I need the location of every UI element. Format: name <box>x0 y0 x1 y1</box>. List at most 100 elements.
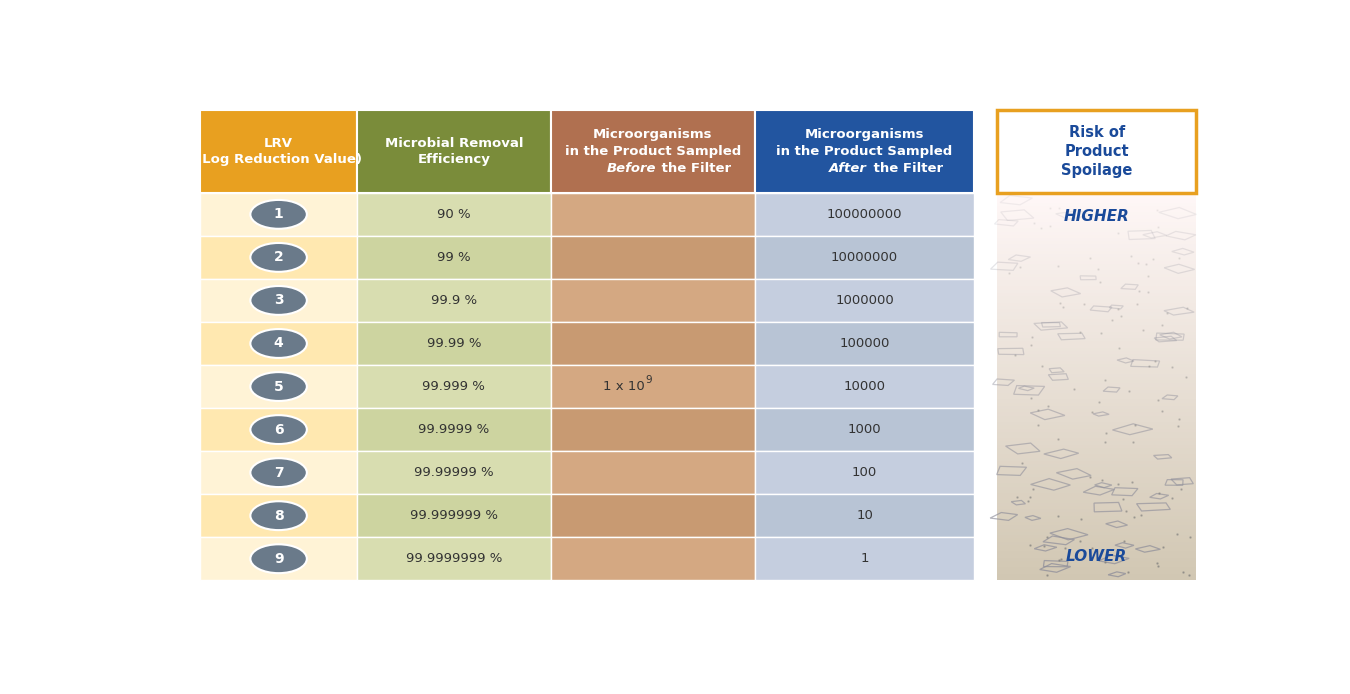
Text: 1: 1 <box>274 208 284 221</box>
Bar <box>998 564 1196 567</box>
Bar <box>998 518 1196 522</box>
Bar <box>998 247 1196 251</box>
Bar <box>998 541 1196 545</box>
Bar <box>998 280 1196 283</box>
Bar <box>551 537 755 580</box>
Bar <box>200 236 356 279</box>
Bar <box>998 560 1196 564</box>
Bar <box>551 451 755 494</box>
Bar <box>998 460 1196 464</box>
Text: HIGHER: HIGHER <box>1064 209 1130 224</box>
Bar <box>998 292 1196 296</box>
Text: 5: 5 <box>274 380 284 393</box>
Text: 1 x 10: 1 x 10 <box>602 380 644 393</box>
Bar <box>356 494 551 537</box>
Text: 1000: 1000 <box>848 423 882 436</box>
Bar <box>998 289 1196 293</box>
Bar <box>200 365 356 408</box>
Bar <box>998 476 1196 480</box>
Bar <box>998 286 1196 289</box>
Bar <box>998 502 1196 506</box>
Bar <box>998 309 1196 312</box>
Bar <box>998 319 1196 322</box>
Text: 7: 7 <box>274 466 284 480</box>
Bar <box>356 322 551 365</box>
Text: the Filter: the Filter <box>657 162 732 175</box>
Bar <box>998 321 1196 325</box>
Bar <box>998 312 1196 316</box>
Text: 99.99999 %: 99.99999 % <box>414 466 494 479</box>
Bar <box>998 221 1196 225</box>
Bar <box>998 483 1196 486</box>
Bar <box>998 263 1196 267</box>
Bar <box>998 557 1196 561</box>
Bar <box>998 425 1196 428</box>
Text: Risk of
Product
Spoilage: Risk of Product Spoilage <box>1061 125 1133 178</box>
Bar <box>356 451 551 494</box>
Bar <box>200 408 356 451</box>
Bar <box>998 499 1196 502</box>
Text: Microorganisms: Microorganisms <box>593 128 713 141</box>
Bar <box>551 193 755 236</box>
Bar <box>998 344 1196 348</box>
Bar <box>998 431 1196 435</box>
Bar <box>998 421 1196 425</box>
Bar <box>998 231 1196 235</box>
Bar <box>998 350 1196 354</box>
Bar <box>998 331 1196 335</box>
Bar <box>998 448 1196 451</box>
Bar <box>998 534 1196 539</box>
Bar <box>998 470 1196 474</box>
Bar <box>998 212 1196 215</box>
Bar <box>998 405 1196 409</box>
Text: Before: Before <box>608 162 656 175</box>
Circle shape <box>250 200 306 229</box>
Text: 1: 1 <box>860 552 869 565</box>
Bar <box>998 538 1196 541</box>
Bar <box>998 522 1196 525</box>
Circle shape <box>250 544 306 573</box>
Bar <box>356 110 551 193</box>
Bar <box>998 253 1196 257</box>
Text: 2: 2 <box>274 251 284 264</box>
Bar <box>200 494 356 537</box>
Bar <box>998 418 1196 422</box>
Bar <box>356 236 551 279</box>
Bar <box>998 544 1196 548</box>
Bar <box>998 276 1196 280</box>
Bar <box>998 235 1196 238</box>
Bar <box>755 494 975 537</box>
Bar <box>998 202 1196 205</box>
Bar <box>998 198 1196 203</box>
Bar <box>998 364 1196 367</box>
Bar <box>998 341 1196 344</box>
Bar <box>998 428 1196 432</box>
Bar <box>200 322 356 365</box>
Bar <box>998 380 1196 383</box>
Bar <box>998 335 1196 338</box>
Text: 100: 100 <box>852 466 878 479</box>
Bar <box>200 279 356 322</box>
Bar <box>998 354 1196 357</box>
Bar <box>998 383 1196 387</box>
Bar <box>998 237 1196 242</box>
Bar <box>200 110 356 193</box>
Bar <box>998 302 1196 306</box>
Bar <box>755 408 975 451</box>
Bar <box>998 305 1196 309</box>
Bar <box>998 315 1196 319</box>
Bar <box>998 444 1196 448</box>
Circle shape <box>250 458 306 487</box>
Bar <box>998 360 1196 364</box>
Bar <box>551 322 755 365</box>
Bar <box>998 412 1196 416</box>
Bar <box>998 515 1196 519</box>
Bar <box>356 365 551 408</box>
Bar <box>998 357 1196 361</box>
Bar <box>356 279 551 322</box>
Bar <box>755 279 975 322</box>
Text: 10: 10 <box>856 509 873 522</box>
Bar <box>998 493 1196 496</box>
Bar <box>998 257 1196 261</box>
Bar <box>998 251 1196 254</box>
